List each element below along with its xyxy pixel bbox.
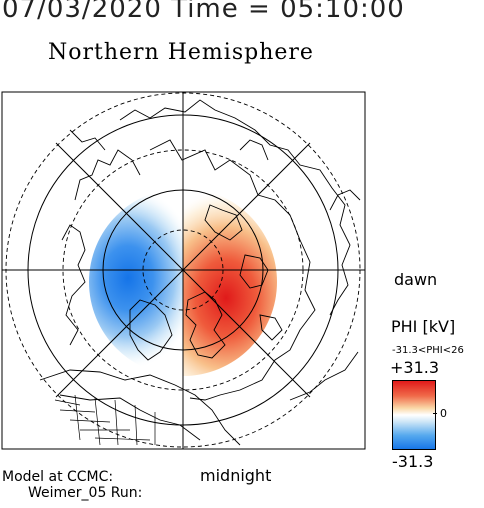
midnight-label: midnight — [200, 466, 272, 485]
colorbar-min-label: -31.3 — [392, 452, 434, 471]
colorbar-range-text: -31.3<PHI<26 — [392, 345, 464, 356]
colorbar-zero-label: 0 — [440, 407, 447, 420]
colorbar — [392, 380, 436, 450]
grid-boundaries — [54, 394, 156, 446]
colorbar-title: PHI [kV] — [391, 317, 456, 336]
coastlines — [39, 99, 361, 446]
dawn-label: dawn — [394, 270, 438, 289]
date-time-title: 07/03/2020 Time = 05:10:00 — [2, 0, 405, 24]
run-label: Weimer_05 Run: — [28, 485, 143, 501]
model-label: Model at CCMC: — [2, 469, 114, 485]
potential-cell-negative — [89, 188, 183, 370]
meridian — [55, 142, 311, 398]
colorbar-zero-tick — [433, 413, 437, 414]
colorbar-max-label: +31.3 — [390, 358, 440, 377]
hemisphere-title: Northern Hemisphere — [48, 40, 314, 65]
